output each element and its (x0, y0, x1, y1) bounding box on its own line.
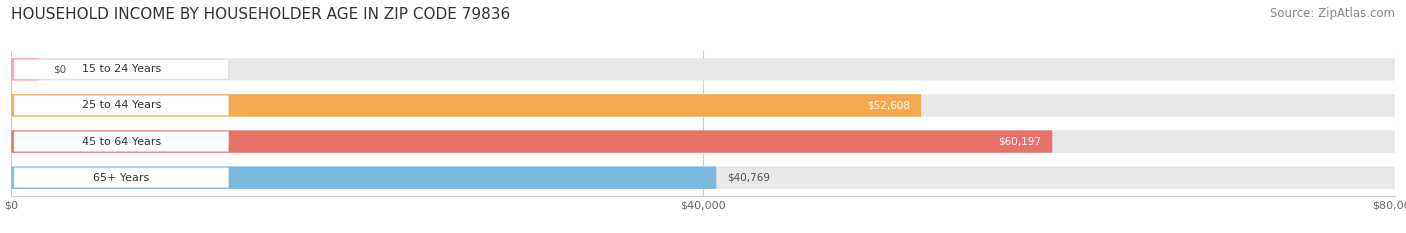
Text: 15 to 24 Years: 15 to 24 Years (82, 64, 160, 74)
FancyBboxPatch shape (11, 94, 1395, 117)
FancyBboxPatch shape (14, 168, 228, 188)
Text: 45 to 64 Years: 45 to 64 Years (82, 137, 160, 147)
Text: HOUSEHOLD INCOME BY HOUSEHOLDER AGE IN ZIP CODE 79836: HOUSEHOLD INCOME BY HOUSEHOLDER AGE IN Z… (11, 7, 510, 22)
FancyBboxPatch shape (11, 130, 1052, 153)
FancyBboxPatch shape (11, 58, 39, 81)
Text: $0: $0 (53, 64, 66, 74)
FancyBboxPatch shape (11, 94, 921, 117)
FancyBboxPatch shape (14, 59, 228, 79)
FancyBboxPatch shape (14, 132, 228, 151)
Text: $40,769: $40,769 (727, 173, 770, 183)
FancyBboxPatch shape (11, 130, 1395, 153)
Text: $60,197: $60,197 (998, 137, 1042, 147)
FancyBboxPatch shape (11, 58, 1395, 81)
Text: 65+ Years: 65+ Years (93, 173, 149, 183)
FancyBboxPatch shape (14, 96, 228, 115)
Text: Source: ZipAtlas.com: Source: ZipAtlas.com (1270, 7, 1395, 20)
FancyBboxPatch shape (11, 166, 1395, 189)
FancyBboxPatch shape (11, 166, 716, 189)
Text: $52,608: $52,608 (868, 100, 910, 110)
Text: 25 to 44 Years: 25 to 44 Years (82, 100, 160, 110)
